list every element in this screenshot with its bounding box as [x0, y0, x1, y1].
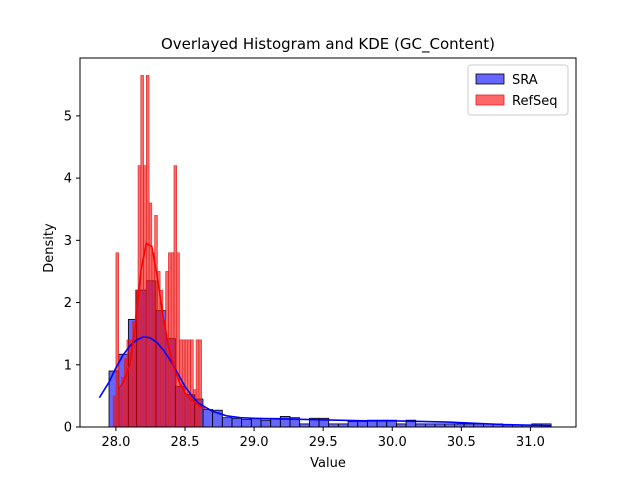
bar [154, 215, 158, 428]
bar [192, 389, 197, 428]
bar [198, 339, 202, 428]
bar [168, 252, 172, 428]
y-tick-label: 2 [64, 296, 72, 311]
bar [123, 358, 128, 428]
y-tick-label: 0 [64, 421, 72, 436]
y-tick-label: 3 [64, 234, 72, 249]
bar [221, 417, 233, 428]
legend-label-refseq: RefSeq [512, 94, 558, 109]
y-tick-label: 5 [64, 109, 72, 124]
bar [176, 252, 180, 428]
x-tick-label: 28.0 [101, 435, 130, 450]
plot-area [98, 75, 552, 428]
y-tick-label: 1 [64, 358, 72, 373]
bar [148, 202, 153, 428]
legend: SRA RefSeq [467, 64, 569, 116]
bar [143, 165, 147, 428]
bar [190, 339, 194, 428]
bar [357, 420, 368, 428]
bar [112, 395, 117, 428]
bar [202, 409, 214, 428]
legend-label-sra: SRA [512, 73, 538, 88]
bar [347, 420, 359, 428]
bar [195, 339, 200, 428]
bar [126, 339, 131, 428]
legend-swatch-sra [475, 73, 505, 85]
axes-frame [79, 57, 577, 428]
x-axis-label: Value [310, 456, 346, 471]
x-tick-label: 30.0 [378, 435, 407, 450]
bar [279, 416, 291, 428]
bar [118, 389, 122, 428]
bar [250, 417, 262, 428]
y-axis-label: Density [42, 223, 57, 273]
bar [140, 75, 144, 428]
bar [170, 252, 175, 428]
x-tick-label: 31.0 [516, 435, 545, 450]
bar [184, 339, 189, 428]
bar [146, 75, 150, 428]
chart-title: Overlayed Histogram and KDE (GC_Content) [161, 35, 495, 54]
bar [173, 165, 178, 428]
bar [231, 417, 243, 428]
series-refseq-kde-line [118, 242, 206, 410]
legend-swatch-refseq [475, 94, 505, 106]
x-tick-label: 28.5 [171, 435, 200, 450]
axes: 28.0 28.5 29.0 29.5 30.0 30.5 31.0 0 1 2 3 4 5 [64, 57, 577, 450]
bar [260, 419, 272, 428]
bar [165, 271, 169, 428]
y-tick-label: 4 [64, 172, 72, 187]
bar [115, 252, 119, 428]
x-tick-label: 29.0 [240, 435, 269, 450]
x-tick-label: 30.5 [447, 435, 476, 450]
x-tick-label: 29.5 [309, 435, 338, 450]
series-sra-kde-line [98, 335, 552, 427]
bar [241, 419, 252, 428]
bar [187, 339, 191, 428]
bar [162, 320, 166, 428]
